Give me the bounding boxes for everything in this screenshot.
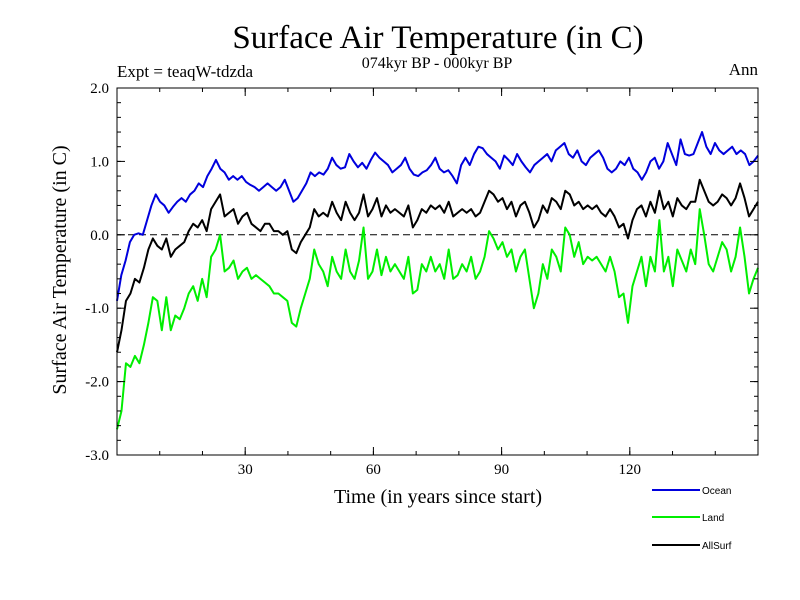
series-line-land (116, 208, 759, 430)
x-axis-label: Time (in years since start) (334, 486, 542, 508)
y-axis-label: Surface Air Temperature (in C) (49, 145, 71, 394)
x-tick-label: 60 (366, 462, 381, 478)
legend-label-ocean: Ocean (702, 486, 731, 497)
experiment-label: Expt = teaqW-tdzda (117, 62, 254, 81)
plot-frame (116, 87, 759, 456)
y-tick-label: -3.0 (85, 448, 109, 464)
legend-label-land: Land (702, 513, 724, 524)
legend-label-allsurf: AllSurf (702, 541, 732, 552)
plot-area: -3.0 -2.0 -1.0 0.0 1.0 2.0 30 60 90 120 (85, 81, 759, 478)
y-tick-label: -2.0 (85, 375, 109, 391)
y-tick-label: -1.0 (85, 301, 109, 317)
series-line-allsurf (116, 178, 759, 353)
y-tick-label: 0.0 (90, 228, 109, 244)
chart-title: Surface Air Temperature (in C) (232, 20, 643, 56)
x-tick-label: 30 (238, 462, 253, 478)
x-tick-label: 120 (619, 462, 642, 478)
chart-subtitle: 074kyr BP - 000kyr BP (362, 55, 513, 72)
x-tick-label: 90 (494, 462, 509, 478)
series-line-ocean (116, 131, 759, 302)
legend: Ocean Land AllSurf (652, 486, 732, 552)
y-tick-label: 1.0 (90, 154, 109, 170)
y-tick-label: 2.0 (90, 81, 109, 97)
period-label: Ann (729, 60, 759, 79)
